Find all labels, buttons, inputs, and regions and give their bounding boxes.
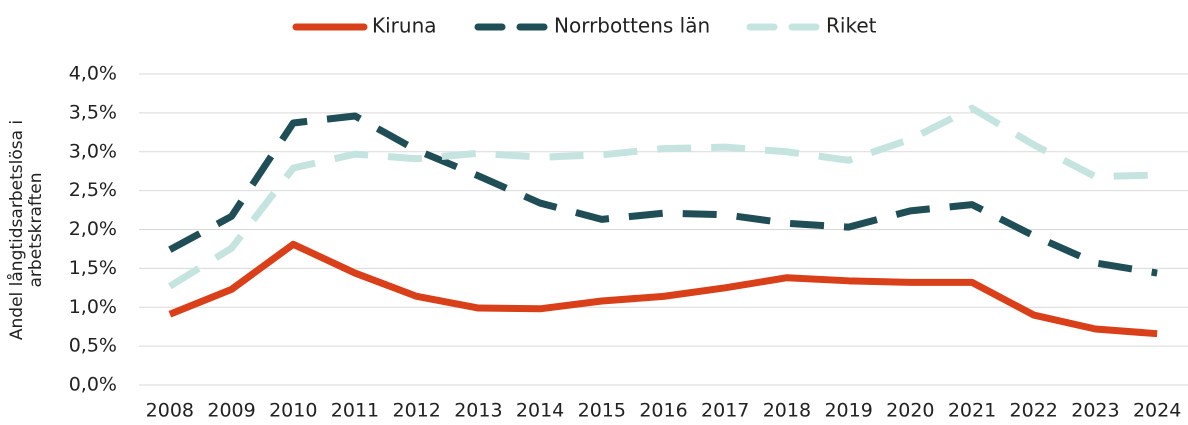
x-tick-label: 2018 — [763, 400, 811, 422]
y-tick-label: 0,5% — [69, 335, 117, 357]
x-tick-label: 2021 — [948, 400, 996, 422]
y-tick-label: 1,5% — [69, 257, 117, 279]
x-tick-label: 2008 — [146, 400, 194, 422]
y-tick-label: 1,0% — [69, 296, 117, 318]
series-line — [168, 104, 1158, 290]
y-tick-label: 0,0% — [69, 374, 117, 396]
x-tick-label: 2022 — [1010, 400, 1058, 422]
legend-label: Kiruna — [372, 14, 437, 38]
x-tick-label: 2016 — [639, 400, 687, 422]
x-tick-label: 2017 — [701, 400, 749, 422]
x-tick-label: 2015 — [578, 400, 626, 422]
x-tick-label: 2020 — [886, 400, 934, 422]
x-tick-label: 2024 — [1133, 400, 1181, 422]
x-tick-label: 2023 — [1071, 400, 1119, 422]
series-line — [168, 240, 1158, 338]
legend-label: Riket — [826, 14, 877, 38]
x-tick-label: 2013 — [454, 400, 502, 422]
x-tick-label: 2010 — [269, 400, 317, 422]
y-tick-label: 2,0% — [69, 218, 117, 240]
series-line — [168, 112, 1158, 277]
y-tick-label: 2,5% — [69, 179, 117, 201]
x-tick-label: 2011 — [331, 400, 379, 422]
y-axis-label: Andel långtidsarbetslösa iarbetskraften — [6, 120, 46, 340]
x-tick-label: 2014 — [516, 400, 564, 422]
x-tick-label: 2012 — [392, 400, 440, 422]
y-tick-label: 3,0% — [69, 140, 117, 162]
x-tick-label: 2009 — [207, 400, 255, 422]
y-tick-label: 3,5% — [69, 101, 117, 123]
x-tick-label: 2019 — [824, 400, 872, 422]
legend-label: Norrbottens län — [554, 14, 710, 38]
y-tick-label: 4,0% — [69, 63, 117, 85]
